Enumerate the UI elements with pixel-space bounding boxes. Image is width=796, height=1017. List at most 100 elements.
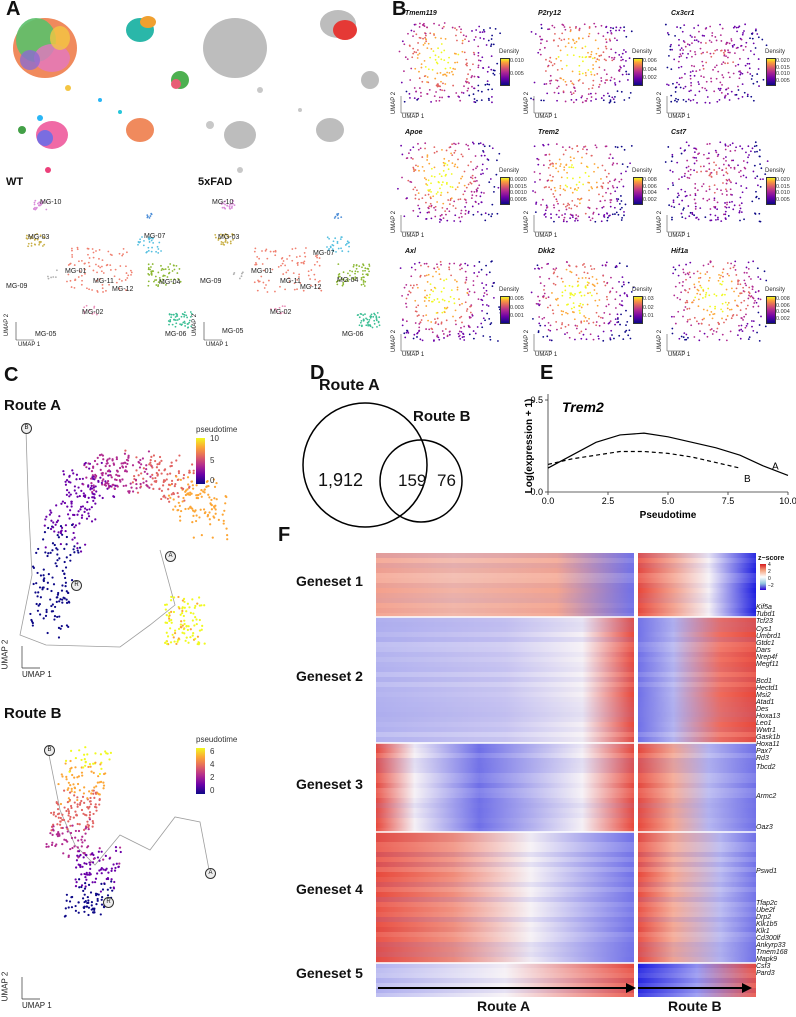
heatmap-row [376, 758, 756, 763]
heatmap-route-a-block [376, 743, 634, 832]
heatmap-row [376, 823, 756, 828]
density-umap1-label: UMAP 1 [535, 114, 558, 120]
density-colorbar-tick: 0.0020 [510, 177, 527, 183]
venn-count-route-b-only: 76 [437, 471, 456, 490]
heatmap-row [376, 627, 756, 632]
wt-cluster-label: MG-04 [159, 279, 181, 286]
route-a-umap2: UMAP 2 [0, 639, 10, 670]
panel-letter-d: D [310, 362, 325, 384]
density-colorbar-tick: 0.015 [776, 64, 790, 71]
heatmap-gene-label: Tcf23 [756, 618, 773, 625]
density-colorbar-title: Density [499, 168, 520, 174]
heatmap-route-a-block [376, 963, 634, 997]
heatmap-gene-label: Cys1 [756, 626, 772, 633]
heatmap-row [376, 553, 756, 558]
series-label-a: A [772, 461, 779, 472]
density-colorbar-title: Density [632, 49, 653, 55]
panel-letter-e: E [540, 362, 554, 384]
heatmap-row [376, 662, 756, 667]
density-colorbar [766, 296, 776, 324]
y-axis-label: Log(expression + 1) [524, 399, 535, 494]
x-tick-label: 5.0 [662, 496, 675, 506]
density-plot-p2ry12 [530, 22, 633, 104]
density-colorbar-tick: 0.004 [643, 66, 657, 73]
density-colorbar-tick: 0.0010 [510, 190, 527, 196]
density-umap2-label: UMAP 2 [657, 210, 664, 234]
heatmap-gene-label: Atad1 [756, 699, 775, 706]
heatmap-gene-label: Rd3 [756, 755, 769, 762]
density-gene-label: Axl [405, 248, 416, 255]
fad-cluster-label: MG-09 [200, 278, 222, 285]
density-colorbar-title: Density [499, 49, 520, 55]
density-colorbar-tick: 0.004 [776, 309, 790, 315]
heatmap-row [376, 617, 756, 622]
heatmap-row [376, 983, 756, 988]
panel-letter-b: B [392, 0, 407, 20]
density-colorbar [500, 296, 510, 324]
heatmap-row [376, 773, 756, 778]
heatmap-row [376, 568, 756, 573]
heatmap-row [376, 712, 756, 717]
heatmap-gene-label: Megf11 [756, 661, 779, 668]
geneset-1-label: Geneset 1 [296, 573, 363, 589]
wt-cluster-label: MG-05 [35, 331, 57, 338]
wt-cluster-label: MG-03 [28, 234, 50, 241]
density-umap1-label: UMAP 1 [402, 114, 425, 120]
heatmap-gene-label: Cd300lf [756, 935, 781, 942]
x-tick-label: 7.5 [722, 496, 735, 506]
heatmap-row [376, 968, 756, 973]
heatmap-row [376, 682, 756, 687]
route-a-trajectory-plot [19, 429, 229, 648]
heatmap-row [376, 917, 756, 922]
density-gene-label: Dkk2 [538, 248, 555, 255]
heatmap-gene-label: Drp2 [756, 914, 772, 921]
density-plot-axl [399, 260, 502, 342]
route-a-node-r: R [71, 580, 82, 591]
density-colorbar [633, 296, 643, 324]
heatmap-row [376, 818, 756, 823]
wt-label: WT [6, 176, 24, 188]
heatmap-row [376, 687, 756, 692]
heatmap-row [376, 583, 756, 588]
density-colorbar-title: Density [765, 168, 786, 174]
route-b-tick: 2 [210, 773, 215, 782]
density-colorbar-tick: 0.002 [643, 75, 657, 82]
heatmap-route-b-block [638, 617, 756, 743]
fad-cluster-label: MG-02 [270, 309, 292, 316]
density-colorbar-tick: 0.020 [776, 177, 790, 183]
heatmap-row [376, 732, 756, 737]
heatmap-gene-label: Pax7 [756, 748, 772, 755]
wt-cluster-label: MG-11 [93, 278, 114, 285]
heatmap-row [376, 778, 756, 783]
route-a-tick: 0 [210, 476, 215, 485]
density-umap2-label: UMAP 2 [391, 91, 398, 115]
heatmap-gene-label: Des [756, 706, 769, 713]
heatmap-row [376, 862, 756, 867]
density-colorbar-tick: 0.002 [776, 315, 790, 322]
density-colorbar-title: Density [765, 287, 786, 293]
density-colorbar-tick: 0.001 [510, 313, 524, 320]
density-gene-label: P2ry12 [538, 10, 561, 17]
heatmap-row [376, 842, 756, 847]
zscore-tick: 0 [768, 576, 771, 582]
density-colorbar-tick: 0.03 [643, 296, 654, 302]
density-plot-apoe [397, 141, 501, 223]
series-label-b: B [744, 474, 751, 485]
heatmap-row [376, 872, 756, 877]
density-colorbar-tick: 0.0015 [510, 183, 527, 190]
heatmap-gene-label: Tubd1 [756, 611, 776, 618]
wt-cluster-label: MG-10 [40, 199, 62, 206]
density-umap2-label: UMAP 2 [524, 91, 531, 115]
wt-cluster-label: MG-12 [112, 286, 134, 293]
heatmap-row [376, 942, 756, 947]
heatmap-row [376, 947, 756, 952]
heatmap-row [376, 798, 756, 803]
series-line-a [547, 432, 789, 477]
density-colorbar [633, 177, 643, 205]
heatmap-row [376, 717, 756, 722]
heatmap-gene-label: Oaz3 [756, 824, 773, 831]
heatmap-gene-label: Tmem168 [756, 949, 788, 956]
heatmap-row [376, 847, 756, 852]
zscore-tick: 2 [768, 569, 771, 575]
geneset-2-label: Geneset 2 [296, 668, 363, 684]
